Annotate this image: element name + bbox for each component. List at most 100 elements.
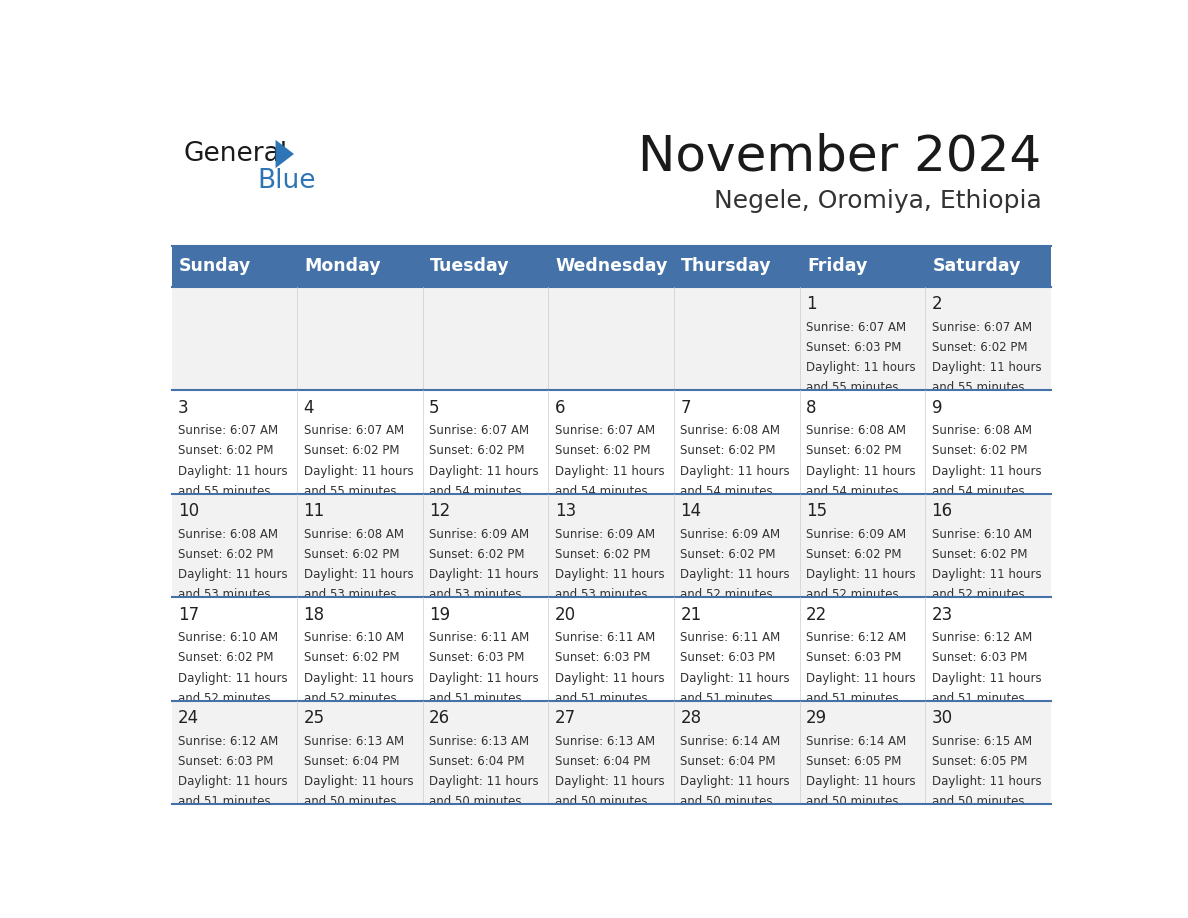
Text: Daylight: 11 hours: Daylight: 11 hours [555, 672, 664, 685]
Text: and 52 minutes.: and 52 minutes. [304, 692, 400, 705]
Text: Wednesday: Wednesday [556, 257, 668, 275]
Text: 10: 10 [178, 502, 200, 521]
Bar [171, 700, 1051, 804]
Text: 13: 13 [555, 502, 576, 521]
Text: and 54 minutes.: and 54 minutes. [805, 485, 903, 498]
Text: Sunrise: 6:07 AM: Sunrise: 6:07 AM [429, 424, 530, 437]
Text: and 55 minutes.: and 55 minutes. [805, 381, 902, 395]
Text: Sunrise: 6:08 AM: Sunrise: 6:08 AM [681, 424, 781, 437]
Text: and 50 minutes.: and 50 minutes. [555, 795, 651, 808]
Text: Sunrise: 6:08 AM: Sunrise: 6:08 AM [178, 528, 278, 541]
Text: Sunrise: 6:10 AM: Sunrise: 6:10 AM [178, 632, 278, 644]
Text: and 51 minutes.: and 51 minutes. [805, 692, 903, 705]
Text: Daylight: 11 hours: Daylight: 11 hours [681, 775, 790, 788]
Text: Sunset: 6:04 PM: Sunset: 6:04 PM [555, 755, 650, 768]
Text: 14: 14 [681, 502, 702, 521]
Text: Sunset: 6:03 PM: Sunset: 6:03 PM [681, 652, 776, 665]
Text: Sunrise: 6:08 AM: Sunrise: 6:08 AM [304, 528, 404, 541]
Text: Sunrise: 6:09 AM: Sunrise: 6:09 AM [681, 528, 781, 541]
Text: 26: 26 [429, 710, 450, 727]
Text: Daylight: 11 hours: Daylight: 11 hours [429, 672, 539, 685]
Text: Daylight: 11 hours: Daylight: 11 hours [931, 361, 1041, 375]
Text: Daylight: 11 hours: Daylight: 11 hours [304, 465, 413, 477]
Text: Daylight: 11 hours: Daylight: 11 hours [931, 775, 1041, 788]
Text: and 51 minutes.: and 51 minutes. [429, 692, 525, 705]
Text: and 55 minutes.: and 55 minutes. [304, 485, 400, 498]
Text: General: General [183, 141, 287, 167]
Text: Sunset: 6:02 PM: Sunset: 6:02 PM [304, 444, 399, 457]
Text: and 51 minutes.: and 51 minutes. [931, 692, 1028, 705]
Text: Daylight: 11 hours: Daylight: 11 hours [178, 775, 287, 788]
Text: Sunrise: 6:12 AM: Sunrise: 6:12 AM [805, 632, 906, 644]
Text: 30: 30 [931, 710, 953, 727]
Text: and 55 minutes.: and 55 minutes. [178, 485, 274, 498]
Text: Daylight: 11 hours: Daylight: 11 hours [931, 465, 1041, 477]
Text: Daylight: 11 hours: Daylight: 11 hours [304, 568, 413, 581]
Text: and 54 minutes.: and 54 minutes. [429, 485, 525, 498]
Polygon shape [276, 140, 293, 168]
Text: Sunrise: 6:14 AM: Sunrise: 6:14 AM [681, 734, 781, 748]
Text: Saturday: Saturday [933, 257, 1020, 275]
Text: Daylight: 11 hours: Daylight: 11 hours [681, 672, 790, 685]
Text: 24: 24 [178, 710, 200, 727]
Text: 2: 2 [931, 296, 942, 313]
Text: 9: 9 [931, 398, 942, 417]
Text: Sunrise: 6:08 AM: Sunrise: 6:08 AM [931, 424, 1031, 437]
Text: 12: 12 [429, 502, 450, 521]
Text: Daylight: 11 hours: Daylight: 11 hours [555, 465, 664, 477]
Text: and 52 minutes.: and 52 minutes. [931, 588, 1028, 601]
Text: Daylight: 11 hours: Daylight: 11 hours [805, 775, 916, 788]
Text: and 50 minutes.: and 50 minutes. [805, 795, 902, 808]
Text: 16: 16 [931, 502, 953, 521]
Text: and 53 minutes.: and 53 minutes. [304, 588, 400, 601]
Text: Daylight: 11 hours: Daylight: 11 hours [805, 465, 916, 477]
Text: 8: 8 [805, 398, 816, 417]
Text: Sunset: 6:03 PM: Sunset: 6:03 PM [805, 341, 902, 354]
Text: Sunrise: 6:11 AM: Sunrise: 6:11 AM [555, 632, 655, 644]
Text: Thursday: Thursday [682, 257, 772, 275]
Text: Daylight: 11 hours: Daylight: 11 hours [304, 672, 413, 685]
Text: Daylight: 11 hours: Daylight: 11 hours [178, 672, 287, 685]
Text: Sunset: 6:02 PM: Sunset: 6:02 PM [429, 548, 525, 561]
Text: Sunset: 6:02 PM: Sunset: 6:02 PM [681, 444, 776, 457]
Text: 22: 22 [805, 606, 827, 624]
Text: Sunrise: 6:11 AM: Sunrise: 6:11 AM [681, 632, 781, 644]
Text: Sunrise: 6:07 AM: Sunrise: 6:07 AM [304, 424, 404, 437]
Text: Sunset: 6:02 PM: Sunset: 6:02 PM [178, 652, 273, 665]
Text: Sunset: 6:02 PM: Sunset: 6:02 PM [178, 548, 273, 561]
Text: Sunrise: 6:14 AM: Sunrise: 6:14 AM [805, 734, 906, 748]
Text: 4: 4 [304, 398, 314, 417]
Text: and 51 minutes.: and 51 minutes. [681, 692, 777, 705]
Bar [171, 286, 1051, 390]
Text: and 54 minutes.: and 54 minutes. [555, 485, 651, 498]
Text: Sunrise: 6:13 AM: Sunrise: 6:13 AM [429, 734, 530, 748]
Text: 11: 11 [304, 502, 324, 521]
Text: Friday: Friday [807, 257, 867, 275]
Text: Sunrise: 6:11 AM: Sunrise: 6:11 AM [429, 632, 530, 644]
Text: Sunrise: 6:09 AM: Sunrise: 6:09 AM [429, 528, 530, 541]
Text: Sunrise: 6:12 AM: Sunrise: 6:12 AM [931, 632, 1032, 644]
Text: Sunrise: 6:10 AM: Sunrise: 6:10 AM [931, 528, 1031, 541]
Text: Daylight: 11 hours: Daylight: 11 hours [429, 568, 539, 581]
Text: Sunrise: 6:07 AM: Sunrise: 6:07 AM [805, 320, 906, 334]
Text: Daylight: 11 hours: Daylight: 11 hours [931, 672, 1041, 685]
Text: Daylight: 11 hours: Daylight: 11 hours [555, 568, 664, 581]
Text: 29: 29 [805, 710, 827, 727]
Text: Daylight: 11 hours: Daylight: 11 hours [429, 465, 539, 477]
Text: Daylight: 11 hours: Daylight: 11 hours [429, 775, 539, 788]
Text: 7: 7 [681, 398, 691, 417]
Text: Daylight: 11 hours: Daylight: 11 hours [304, 775, 413, 788]
Text: and 55 minutes.: and 55 minutes. [931, 381, 1028, 395]
Text: and 53 minutes.: and 53 minutes. [429, 588, 525, 601]
Text: and 52 minutes.: and 52 minutes. [178, 692, 274, 705]
Text: Sunrise: 6:12 AM: Sunrise: 6:12 AM [178, 734, 278, 748]
Text: 19: 19 [429, 606, 450, 624]
Text: Sunset: 6:02 PM: Sunset: 6:02 PM [931, 548, 1028, 561]
Text: Daylight: 11 hours: Daylight: 11 hours [178, 568, 287, 581]
Text: and 52 minutes.: and 52 minutes. [681, 588, 777, 601]
Text: 15: 15 [805, 502, 827, 521]
Text: Sunday: Sunday [179, 257, 251, 275]
Text: Sunrise: 6:07 AM: Sunrise: 6:07 AM [178, 424, 278, 437]
Text: Sunset: 6:05 PM: Sunset: 6:05 PM [931, 755, 1026, 768]
Text: Daylight: 11 hours: Daylight: 11 hours [805, 361, 916, 375]
